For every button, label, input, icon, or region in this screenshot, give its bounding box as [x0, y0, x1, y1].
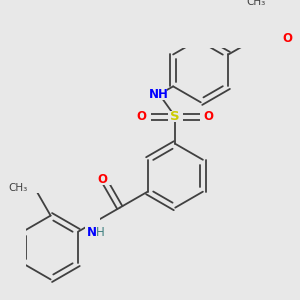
Text: N: N	[87, 226, 97, 239]
Text: O: O	[97, 173, 107, 186]
FancyBboxPatch shape	[136, 111, 151, 122]
FancyBboxPatch shape	[96, 174, 112, 185]
Text: O: O	[137, 110, 147, 123]
Text: CH₃: CH₃	[247, 0, 266, 7]
Text: H: H	[96, 226, 105, 239]
FancyBboxPatch shape	[249, 5, 264, 16]
Text: NH: NH	[149, 88, 169, 101]
Text: S: S	[170, 110, 180, 123]
FancyBboxPatch shape	[276, 33, 292, 44]
FancyBboxPatch shape	[85, 218, 100, 229]
FancyBboxPatch shape	[168, 111, 183, 122]
Text: CH₃: CH₃	[9, 183, 28, 193]
Text: O: O	[204, 110, 214, 123]
FancyBboxPatch shape	[27, 182, 42, 193]
Text: O: O	[282, 32, 292, 45]
FancyBboxPatch shape	[152, 89, 167, 100]
FancyBboxPatch shape	[200, 111, 215, 122]
